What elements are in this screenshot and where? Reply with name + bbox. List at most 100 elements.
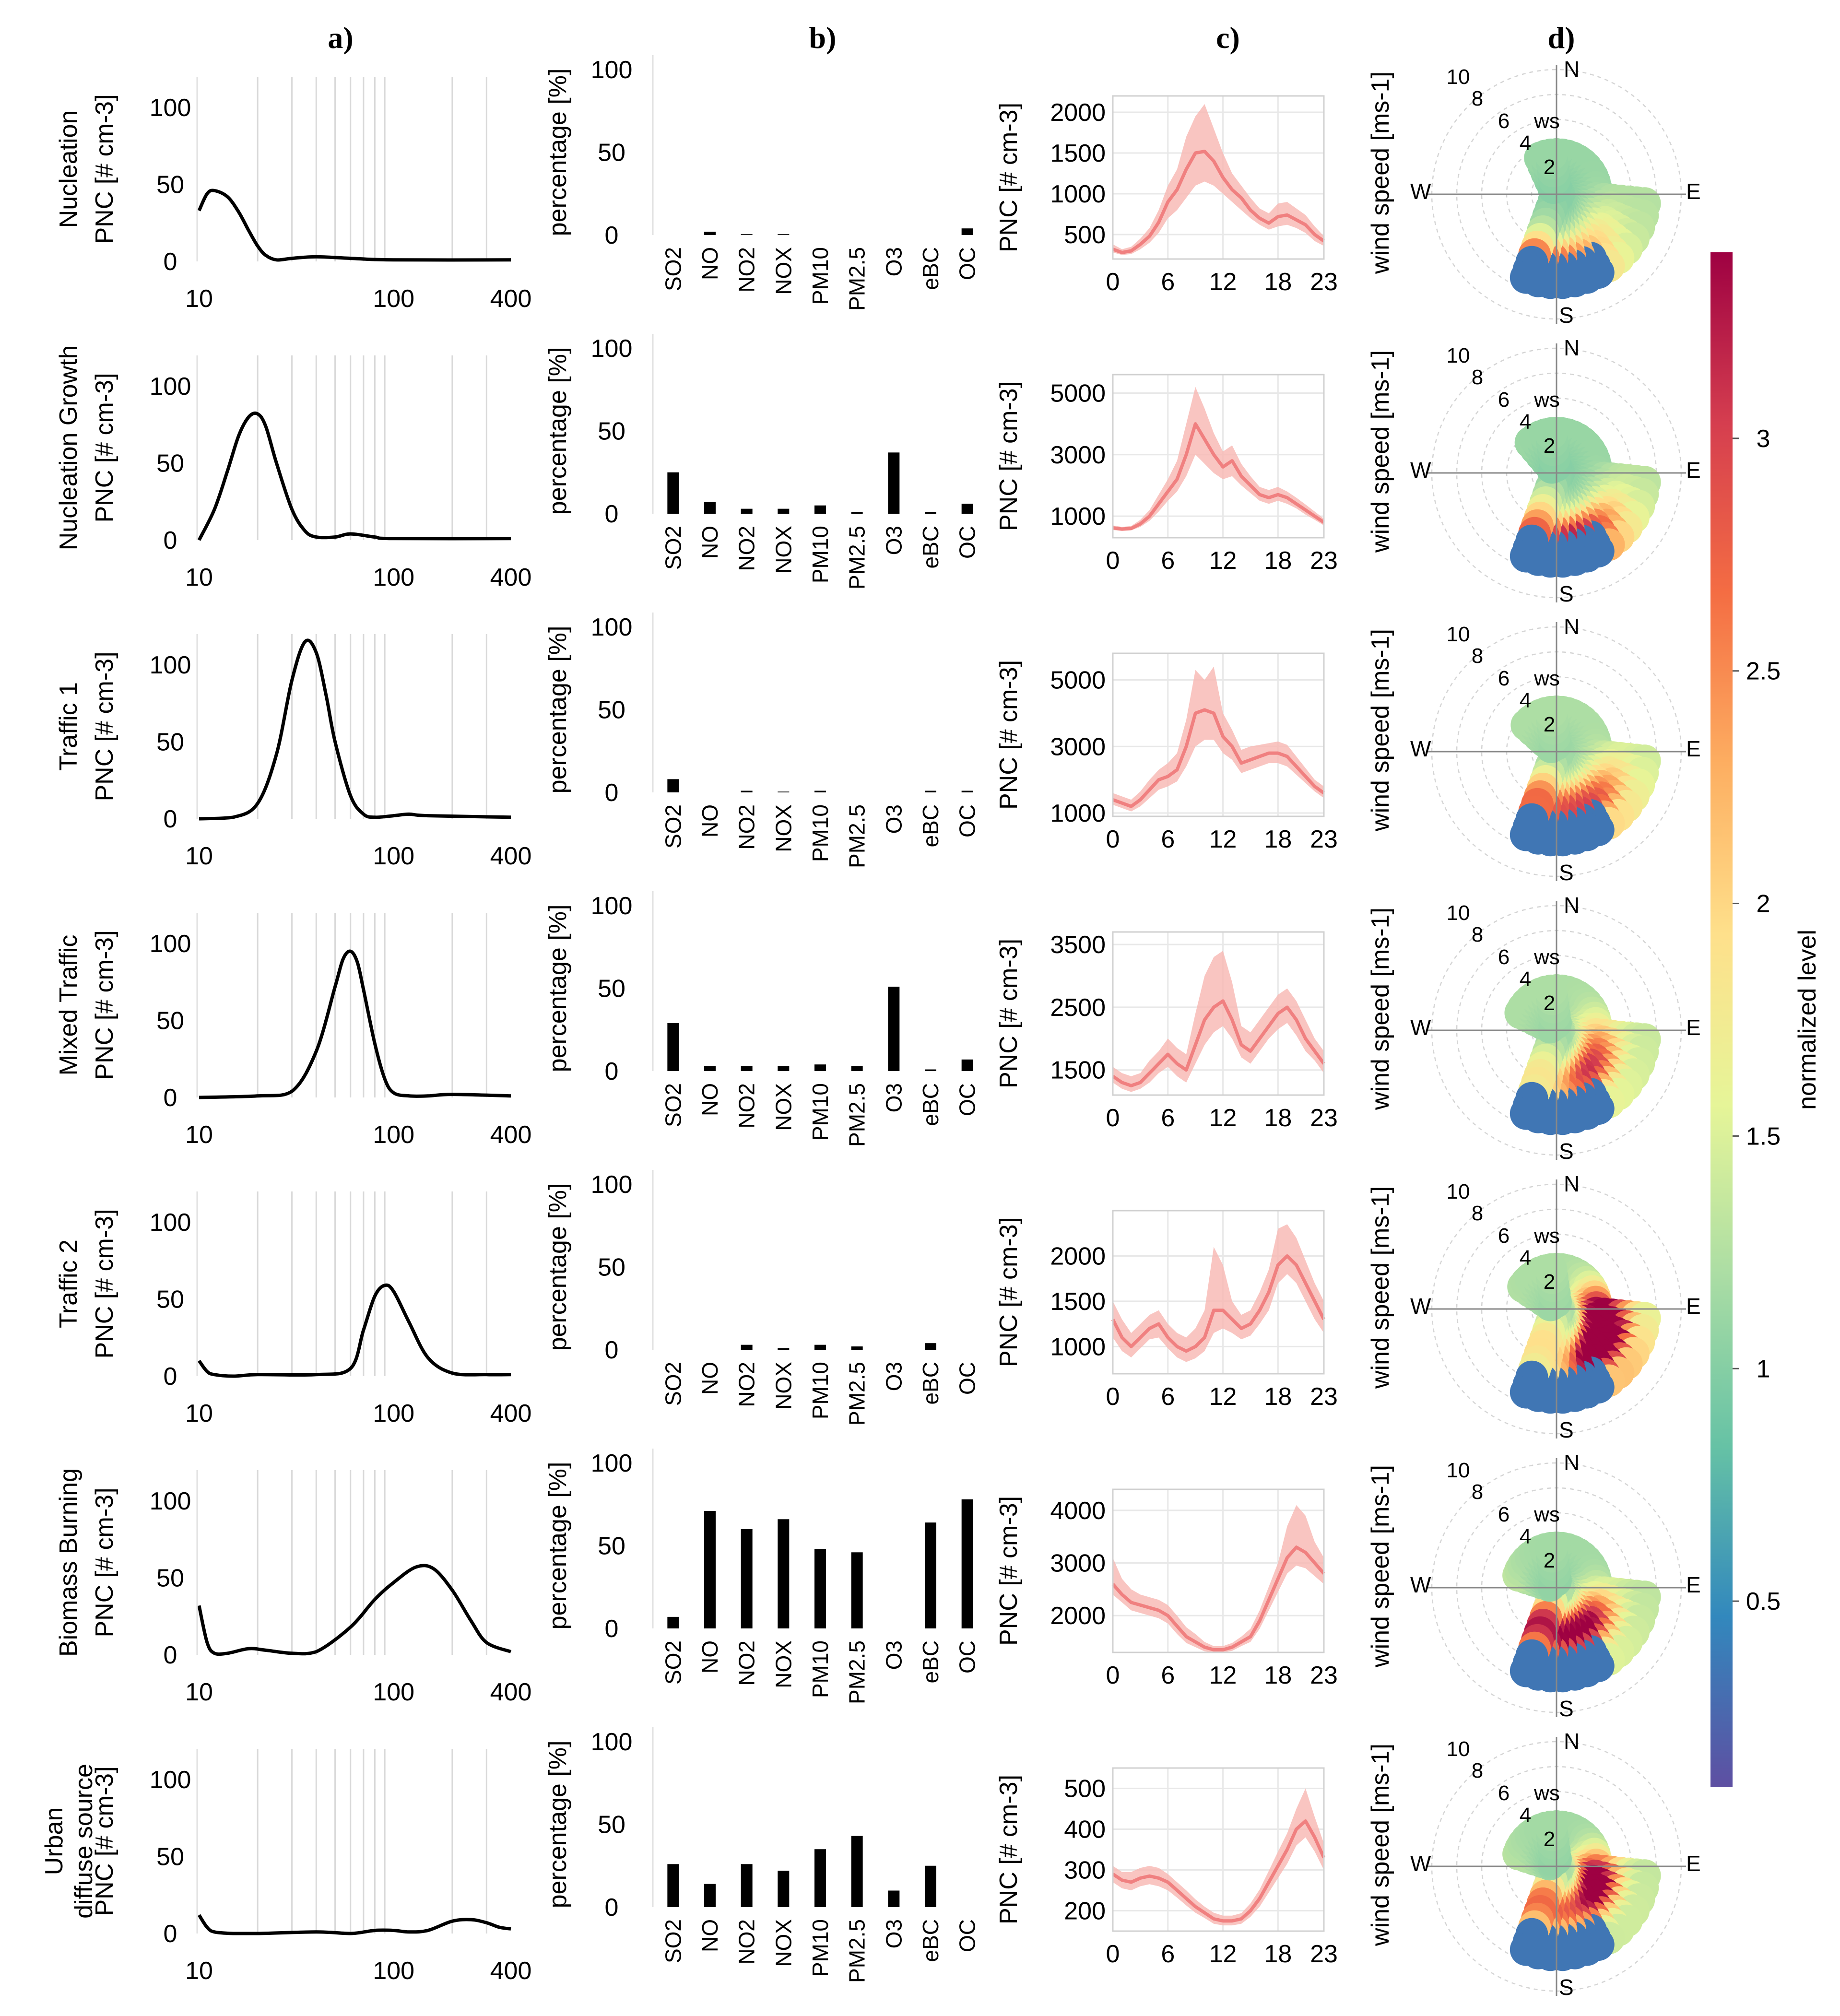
- wind-speed-label: wind speed [ms-1]: [1367, 908, 1394, 1110]
- y-axis-label: PNC [# cm-3]: [91, 94, 118, 244]
- bar: [741, 1864, 753, 1907]
- x-tick-label: NOX: [771, 247, 796, 295]
- x-tick-label: eBC: [918, 526, 943, 568]
- wind-rose-west: W: [1410, 179, 1431, 204]
- wind-speed-label: wind speed [ms-1]: [1367, 350, 1394, 553]
- x-tick-label: PM2.5: [845, 804, 870, 868]
- x-tick-label: 400: [490, 1678, 532, 1706]
- colorbar: [1710, 252, 1733, 1787]
- wind-speed-label: wind speed [ms-1]: [1367, 1744, 1394, 1946]
- wind-rose-ring-label: 10: [1447, 65, 1470, 89]
- x-tick-label: SO2: [661, 1083, 685, 1127]
- x-tick-label: O3: [881, 804, 906, 834]
- wind-rose-east: E: [1686, 1851, 1701, 1876]
- x-tick-label: 18: [1264, 1662, 1292, 1689]
- wind-rose-ring-label: 8: [1472, 365, 1483, 389]
- wind-rose-blob: [1507, 1253, 1661, 1414]
- bar: [851, 512, 863, 514]
- x-tick-label: NOX: [771, 1362, 796, 1410]
- x-tick-label: 12: [1209, 825, 1237, 853]
- factor-name: Traffic 2: [55, 1239, 83, 1328]
- x-tick-label: O3: [881, 526, 906, 555]
- x-tick-label: 100: [373, 1957, 414, 1985]
- x-tick-label: PM2.5: [845, 1919, 870, 1983]
- y-axis-label: PNC [# cm-3]: [995, 660, 1023, 810]
- x-tick-label: SO2: [661, 1640, 685, 1685]
- x-tick-label: 100: [373, 842, 414, 870]
- wind-rose-south: S: [1559, 303, 1574, 328]
- wind-rose-east: E: [1686, 1294, 1701, 1319]
- y-tick-label: 50: [156, 729, 184, 756]
- x-tick-label: 18: [1264, 547, 1292, 575]
- x-tick-label: NOX: [771, 1083, 796, 1131]
- bar: [961, 790, 973, 792]
- y-tick-label: 100: [150, 651, 191, 679]
- size-distribution-line: [198, 1914, 511, 1935]
- wind-speed-label: wind speed [ms-1]: [1367, 71, 1394, 274]
- y-tick-label: 0: [164, 248, 177, 276]
- y-tick-label: 0: [164, 805, 177, 833]
- bar: [778, 791, 790, 792]
- factor-name: Traffic 1: [55, 682, 83, 771]
- y-tick-label: 50: [598, 975, 625, 1003]
- x-tick-label: NO2: [734, 1362, 759, 1407]
- wind-speed-label: wind speed [ms-1]: [1367, 1465, 1394, 1668]
- y-tick-label: 1500: [1050, 140, 1106, 167]
- colorbar-tick-label: 2.5: [1746, 658, 1781, 685]
- x-tick-label: 400: [490, 1400, 532, 1427]
- y-tick-label: 3000: [1050, 1550, 1106, 1578]
- bar: [888, 452, 900, 514]
- wind-rose-north: N: [1564, 893, 1580, 918]
- bar: [778, 1871, 790, 1907]
- confidence-band: [1113, 951, 1324, 1092]
- wind-rose-ring-label: 4: [1520, 131, 1531, 155]
- bar: [814, 1549, 826, 1628]
- wind-rose-south: S: [1559, 1696, 1574, 1721]
- y-tick-label: 100: [150, 1487, 191, 1515]
- y-tick-label: 200: [1064, 1898, 1106, 1925]
- mark-layer: [197, 104, 1326, 1935]
- y-tick-label: 0: [605, 1058, 619, 1085]
- wind-rose-ring-label: 10: [1447, 1737, 1470, 1761]
- bar: [851, 1552, 863, 1628]
- wind-rose-ring-label: 8: [1472, 87, 1483, 110]
- y-axis-label: PNC [# cm-3]: [995, 1217, 1023, 1367]
- y-tick-label: 1000: [1050, 503, 1106, 531]
- panel-label-b: b): [809, 21, 837, 55]
- y-tick-label: 100: [591, 1171, 633, 1199]
- y-axis-label: percentage [%]: [544, 1741, 572, 1909]
- y-tick-label: 3000: [1050, 733, 1106, 761]
- bar: [704, 232, 716, 235]
- x-tick-label: PM10: [808, 526, 833, 583]
- bar: [741, 1066, 753, 1071]
- y-tick-label: 0: [605, 1336, 619, 1364]
- x-tick-label: 23: [1310, 1104, 1338, 1132]
- x-tick-label: 18: [1264, 268, 1292, 296]
- wind-rose-ws-label: ws: [1533, 667, 1560, 690]
- plot-frame: [1112, 1210, 1325, 1375]
- y-tick-label: 500: [1064, 1775, 1106, 1803]
- wind-rose-ring-label: 2: [1544, 155, 1555, 179]
- bar: [704, 1884, 716, 1907]
- x-tick-label: 100: [373, 1400, 414, 1427]
- x-tick-label: 23: [1310, 825, 1338, 853]
- x-tick-label: SO2: [661, 247, 685, 291]
- wind-rose-ws-label: ws: [1533, 1781, 1560, 1805]
- x-tick-label: 400: [490, 842, 532, 870]
- x-tick-label: 0: [1106, 1662, 1120, 1689]
- x-tick-label: NO2: [734, 247, 759, 293]
- x-tick-label: 23: [1310, 1383, 1338, 1411]
- x-tick-label: PM10: [808, 1362, 833, 1419]
- x-tick-label: SO2: [661, 526, 685, 570]
- bar: [961, 1059, 973, 1071]
- y-tick-label: 3500: [1050, 931, 1106, 959]
- y-tick-label: 500: [1064, 221, 1106, 249]
- x-tick-label: NO: [697, 1083, 722, 1116]
- bar: [814, 1064, 826, 1071]
- bar: [925, 790, 936, 792]
- colorbar-tick-label: 0.5: [1746, 1588, 1781, 1615]
- wind-rose-ring-label: 8: [1472, 1202, 1483, 1225]
- y-axis-label: PNC [# cm-3]: [995, 381, 1023, 531]
- colorbar-ticks: 0.5 1 1.5 2 2.5 3: [1733, 425, 1781, 1615]
- x-tick-label: OC: [955, 247, 980, 280]
